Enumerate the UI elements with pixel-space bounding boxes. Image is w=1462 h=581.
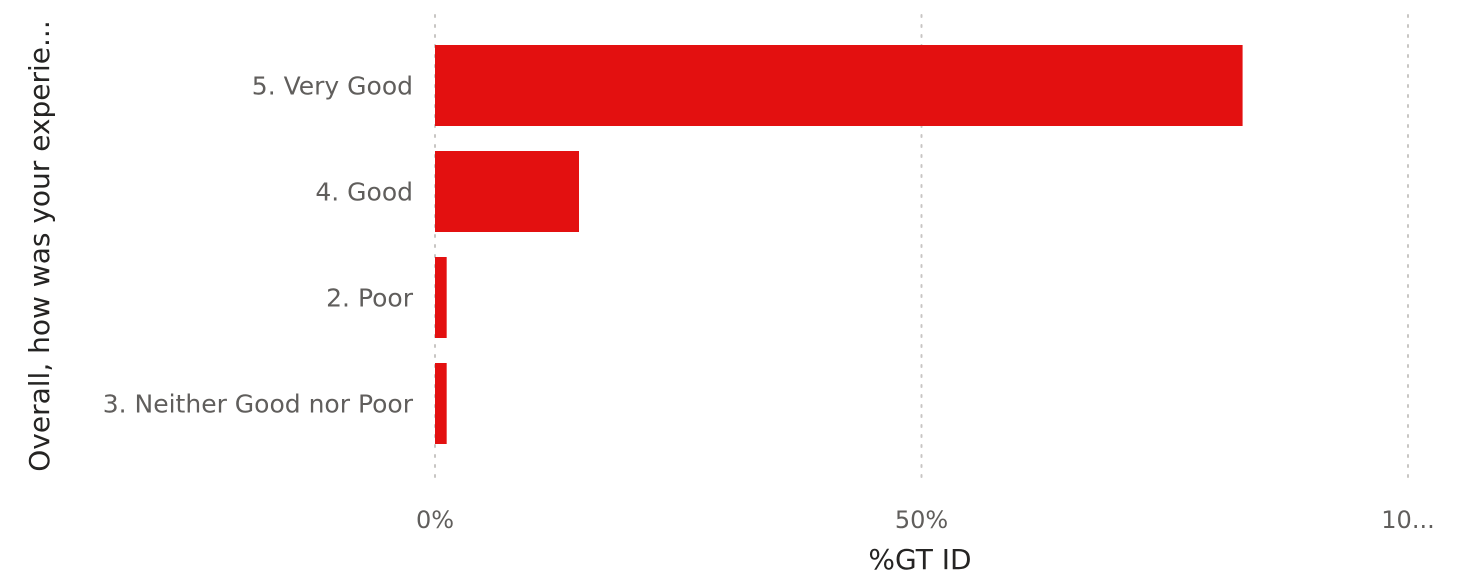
x-axis-title: %GT ID — [868, 543, 971, 576]
bar[interactable] — [435, 45, 1243, 126]
bar[interactable] — [435, 151, 580, 232]
category-label: 5. Very Good — [252, 72, 413, 101]
category-label: 2. Poor — [326, 284, 414, 313]
category-labels: 5. Very Good 4. Good 2. Poor 3. Neither Goo… — [103, 72, 414, 419]
x-tick-labels: 0% 50% 10... — [416, 506, 1435, 534]
x-tick-label: 0% — [416, 506, 454, 534]
bars — [435, 45, 1243, 444]
category-label: 3. Neither Good nor Poor — [103, 390, 414, 419]
category-label: 4. Good — [315, 178, 413, 207]
y-axis-title: Overall, how was your experie... — [23, 20, 56, 471]
bar[interactable] — [435, 363, 447, 444]
x-tick-label: 50% — [895, 506, 948, 534]
bar[interactable] — [435, 257, 447, 338]
x-tick-label: 10... — [1381, 506, 1434, 534]
